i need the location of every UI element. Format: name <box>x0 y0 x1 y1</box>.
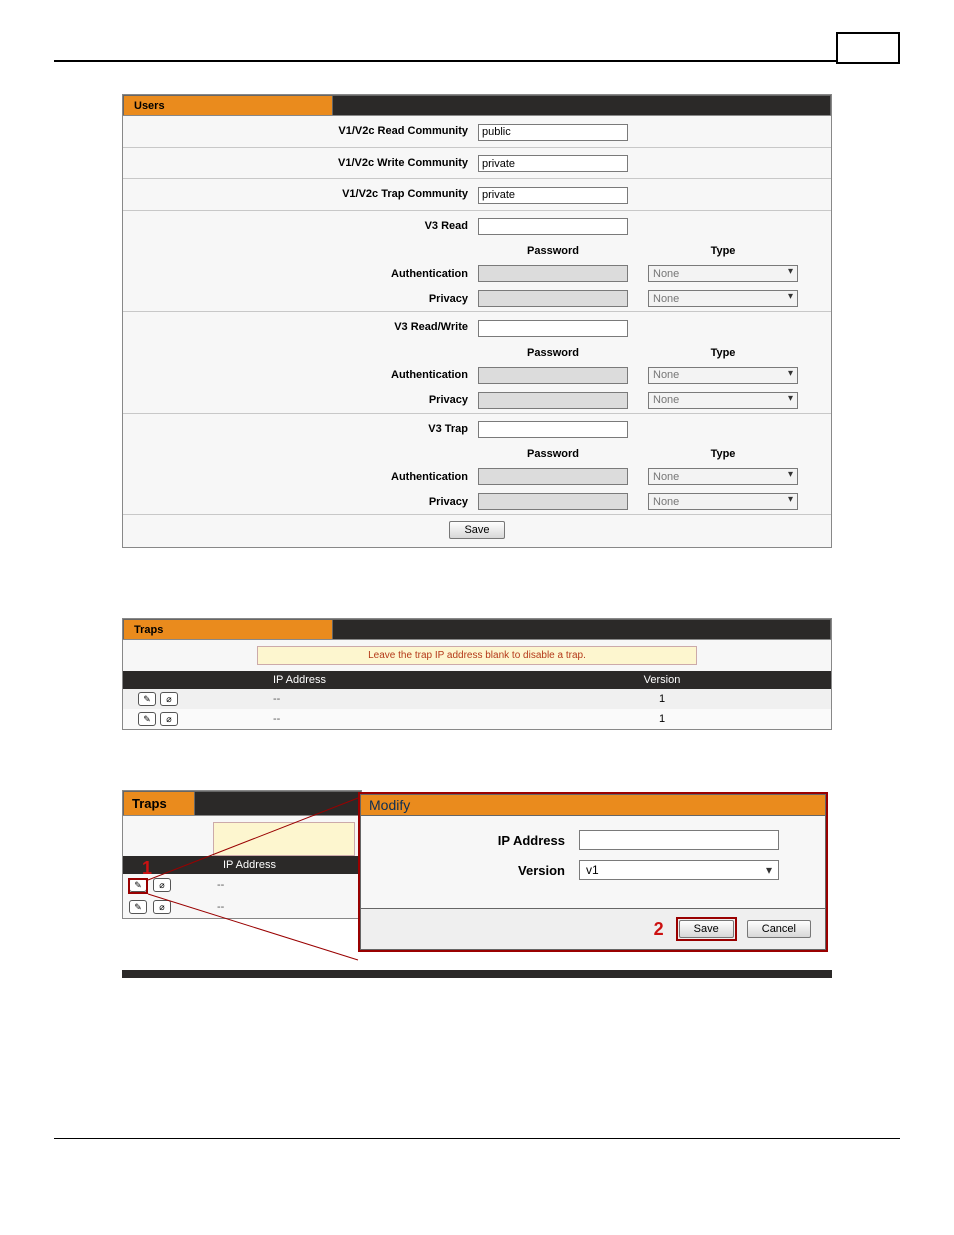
col-header-password: Password <box>478 448 628 460</box>
input-v3trap-priv-pw[interactable] <box>478 493 628 510</box>
input-trap-community[interactable] <box>478 187 628 204</box>
col-header-password: Password <box>478 347 628 359</box>
select-v3read-priv-type[interactable]: None <box>648 290 798 307</box>
table-row: ✎ ⌀ -- 1 <box>123 709 831 729</box>
input-v3read-auth-pw[interactable] <box>478 265 628 282</box>
modify-cancel-button[interactable]: Cancel <box>747 920 811 938</box>
col-version: Version <box>493 674 831 686</box>
modify-panel: Modify IP Address Version v1 2 Save Canc… <box>358 792 828 952</box>
label-modify-version: Version <box>379 863 579 878</box>
input-v3-readwrite[interactable] <box>478 320 628 337</box>
cell-version: 1 <box>493 693 831 705</box>
traps-zoom-hint-fragment <box>213 822 355 856</box>
traps-panel: Traps Leave the trap IP address blank to… <box>122 618 832 730</box>
label-trap-community: V1/V2c Trap Community <box>123 188 478 200</box>
label-v3-read: V3 Read <box>123 220 478 232</box>
traps-modify-composite: Traps IP Address ✎ ⌀ -- ✎ ⌀ -- 1 <box>122 790 832 970</box>
label-priv: Privacy <box>123 293 478 305</box>
traps-panel-zoom: Traps IP Address ✎ ⌀ -- ✎ ⌀ -- <box>122 790 362 919</box>
reset-icon[interactable]: ⌀ <box>160 692 178 706</box>
table-row: ✎ ⌀ -- 1 <box>123 689 831 709</box>
panel-bar <box>195 791 361 815</box>
input-v3read-priv-pw[interactable] <box>478 290 628 307</box>
label-modify-ip: IP Address <box>379 833 579 848</box>
input-modify-ip[interactable] <box>579 830 779 850</box>
label-priv: Privacy <box>123 394 478 406</box>
cell-ip: -- <box>177 879 224 891</box>
users-panel: Users V1/V2c Read Community V1/V2c Write… <box>122 94 832 548</box>
save-button[interactable]: Save <box>449 521 504 539</box>
input-v3-trap[interactable] <box>478 421 628 438</box>
select-v3trap-priv-type[interactable]: None <box>648 493 798 510</box>
input-write-community[interactable] <box>478 155 628 172</box>
highlight-box-2: Save <box>676 917 737 941</box>
col-header-type: Type <box>648 245 798 257</box>
select-v3rw-auth-type[interactable]: None <box>648 367 798 384</box>
select-v3trap-auth-type[interactable]: None <box>648 468 798 485</box>
label-v3-readwrite: V3 Read/Write <box>123 321 478 333</box>
modify-save-button[interactable]: Save <box>679 920 734 938</box>
input-v3-read[interactable] <box>478 218 628 235</box>
reset-icon[interactable]: ⌀ <box>160 712 178 726</box>
input-v3trap-auth-pw[interactable] <box>478 468 628 485</box>
callout-2: 2 <box>654 919 664 940</box>
page-number-box <box>836 32 900 64</box>
table-row: ✎ ⌀ -- <box>123 896 361 918</box>
panel-bar <box>333 95 831 115</box>
traps-hint: Leave the trap IP address blank to disab… <box>257 646 697 665</box>
modify-panel-title: Modify <box>360 794 826 816</box>
traps-header-row: IP Address Version <box>123 671 831 689</box>
cell-ip: -- <box>193 713 493 725</box>
reset-icon[interactable]: ⌀ <box>153 900 171 914</box>
label-priv: Privacy <box>123 496 478 508</box>
traps-panel-title: Traps <box>123 619 333 639</box>
cell-ip: -- <box>193 693 493 705</box>
cell-version: 1 <box>493 713 831 725</box>
label-auth: Authentication <box>123 471 478 483</box>
composite-footer-bar <box>122 970 832 978</box>
users-panel-title: Users <box>123 95 333 115</box>
edit-icon[interactable]: ✎ <box>129 900 147 914</box>
input-v3rw-priv-pw[interactable] <box>478 392 628 409</box>
reset-icon[interactable]: ⌀ <box>153 878 171 892</box>
label-write-community: V1/V2c Write Community <box>123 157 478 169</box>
col-ip: IP Address <box>193 674 493 686</box>
page-bottom-rule <box>54 1138 900 1139</box>
highlight-box-1 <box>128 878 148 894</box>
col-header-password: Password <box>478 245 628 257</box>
label-v3-trap: V3 Trap <box>123 423 478 435</box>
edit-icon[interactable]: ✎ <box>138 692 156 706</box>
traps-zoom-header: IP Address <box>123 856 361 874</box>
page-top-rule <box>54 60 900 62</box>
edit-icon[interactable]: ✎ <box>138 712 156 726</box>
select-v3read-auth-type[interactable]: None <box>648 265 798 282</box>
label-auth: Authentication <box>123 268 478 280</box>
traps-zoom-title: Traps <box>123 791 195 815</box>
col-header-type: Type <box>648 448 798 460</box>
col-header-type: Type <box>648 347 798 359</box>
cell-ip: -- <box>177 901 224 913</box>
label-read-community: V1/V2c Read Community <box>123 125 478 137</box>
input-read-community[interactable] <box>478 124 628 141</box>
input-v3rw-auth-pw[interactable] <box>478 367 628 384</box>
select-modify-version[interactable]: v1 <box>579 860 779 880</box>
callout-1: 1 <box>142 858 152 879</box>
select-v3rw-priv-type[interactable]: None <box>648 392 798 409</box>
label-auth: Authentication <box>123 369 478 381</box>
table-row: ✎ ⌀ -- <box>123 874 361 896</box>
panel-bar <box>333 619 831 639</box>
